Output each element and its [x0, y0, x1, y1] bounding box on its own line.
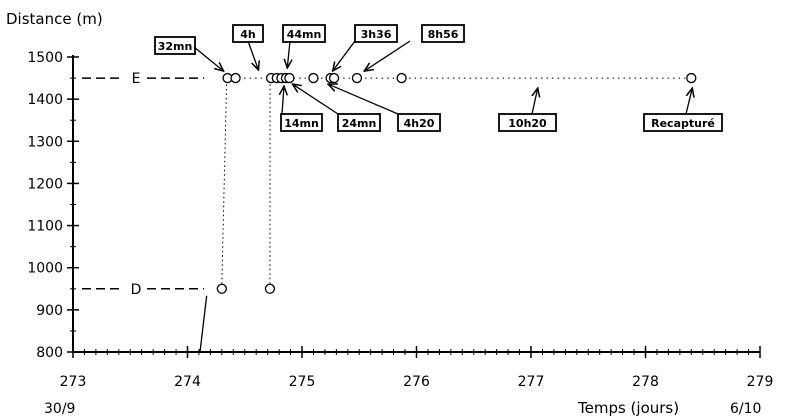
data-point — [308, 72, 319, 84]
annotation-box — [397, 113, 441, 132]
annotation-box — [280, 113, 323, 132]
data-point — [686, 72, 697, 84]
y-tick-label: 800 — [36, 345, 63, 361]
y-tick-label: 900 — [36, 303, 63, 319]
annotation-arrow — [292, 84, 339, 115]
annotation-box — [154, 36, 196, 55]
annotation-label: 14mn — [284, 117, 319, 130]
annotation-box — [421, 24, 465, 43]
annotation-label: 4h20 — [404, 117, 435, 130]
annotation-label: 32mn — [158, 40, 193, 53]
annotation-label: 8h56 — [428, 28, 459, 41]
x-tick-label: 279 — [747, 374, 774, 390]
y-tick-label: 1300 — [27, 134, 63, 150]
y-tick-label: 1500 — [27, 50, 63, 66]
x-tick-label: 276 — [403, 374, 430, 390]
x-tick-label: 273 — [60, 374, 87, 390]
annotation-label: 10h20 — [508, 117, 547, 130]
annotation-arrow — [287, 40, 290, 68]
axes: 800 900 1000 1100 1200 1300 1400 1500 273 274 275 2… — [27, 50, 773, 390]
annotation-label: 24mn — [342, 117, 377, 130]
annotation-arrow — [247, 40, 258, 70]
annotation-box — [498, 113, 557, 132]
annotation-label: 4h — [240, 28, 256, 41]
trajectory-line — [221, 83, 228, 284]
x-tick-label: 278 — [632, 374, 659, 390]
data-point — [230, 72, 241, 84]
x-tick-label: 277 — [518, 374, 545, 390]
data-point — [328, 72, 340, 84]
annotation-arrow — [685, 88, 692, 115]
y-tick-label: 1400 — [27, 92, 63, 108]
annotation-arrow — [532, 88, 538, 115]
annotation-arrow — [282, 86, 284, 115]
annotation-label: Recapturé — [651, 117, 715, 130]
annotations: 32mn 4h 44mn 3h36 8h56 14mn 24mn 4h20 10h20 Recap… — [154, 24, 723, 353]
y-tick-label: 1000 — [27, 261, 63, 277]
annotation-pointer — [199, 295, 208, 353]
data-point — [396, 72, 407, 84]
annotation-arrow — [193, 46, 224, 71]
data-points — [216, 72, 697, 294]
date-end-label: 6/10 — [730, 401, 761, 417]
y-axis-label: Distance (m) — [6, 10, 103, 28]
date-start-label: 30/9 — [44, 401, 75, 417]
annotation-arrow — [328, 84, 399, 115]
drop-lines — [221, 77, 692, 284]
data-point — [284, 72, 295, 84]
annotation-label: 3h36 — [361, 28, 392, 41]
x-tick-label: 274 — [174, 374, 201, 390]
annotation-box — [354, 24, 398, 43]
annotation-arrow — [364, 40, 411, 71]
annotation-arrow — [333, 40, 356, 71]
data-point — [264, 283, 276, 294]
ref-line-label: E — [132, 71, 141, 87]
reference-lines: ED — [82, 71, 204, 298]
y-tick-label: 1200 — [27, 176, 63, 192]
data-point — [351, 72, 363, 84]
x-tick-label: 275 — [289, 374, 316, 390]
ref-line-label: D — [131, 282, 142, 298]
annotation-box — [282, 24, 326, 43]
data-point — [216, 283, 228, 294]
annotation-label: 44mn — [287, 28, 322, 41]
annotation-box — [337, 113, 381, 132]
annotation-box — [643, 113, 723, 132]
x-axis-label: Temps (jours) — [577, 399, 679, 417]
y-tick-label: 1100 — [27, 219, 63, 235]
